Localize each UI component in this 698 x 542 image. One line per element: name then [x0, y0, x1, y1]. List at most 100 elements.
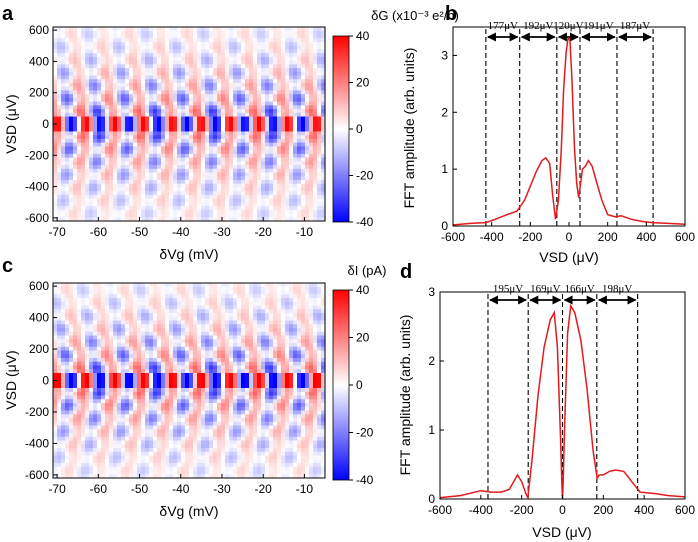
- heatmap-cell: [309, 217, 314, 222]
- heatmap-cell: [77, 157, 82, 162]
- heatmap-cell: [105, 90, 110, 95]
- heatmap-cell: [229, 183, 234, 189]
- heatmap-cell: [93, 75, 98, 80]
- heatmap-cell: [313, 49, 318, 54]
- heatmap-cell: [249, 209, 254, 215]
- heatmap-cell: [97, 365, 102, 370]
- heatmap-cell: [109, 309, 114, 314]
- heatmap-cell: [313, 150, 318, 155]
- colorbar-tick-label: 0: [356, 122, 363, 136]
- heatmap-cell: [297, 176, 302, 181]
- heatmap-cell: [81, 328, 86, 333]
- heatmap-cell: [121, 313, 126, 318]
- heatmap-cell: [281, 206, 286, 211]
- heatmap-cell: [185, 153, 190, 159]
- heatmap-cell: [237, 90, 242, 95]
- heatmap-cell: [221, 176, 226, 181]
- heatmap-cell: [229, 146, 234, 151]
- heatmap-cell: [181, 53, 186, 58]
- heatmap-cell: [217, 86, 222, 92]
- heatmap-cell: [165, 90, 170, 95]
- heatmap-cell: [121, 399, 126, 404]
- heatmap-cell: [309, 153, 314, 159]
- heatmap-cell: [229, 60, 234, 65]
- heatmap-cell: [317, 153, 322, 159]
- heatmap-cell: [201, 60, 206, 65]
- heatmap-cell: [85, 388, 90, 393]
- heatmap-cell: [149, 150, 154, 155]
- y-tick-label: 2: [441, 105, 448, 119]
- heatmap-cell: [153, 150, 158, 155]
- heatmap-cell: [133, 339, 138, 344]
- heatmap-cell: [313, 60, 318, 65]
- heatmap-cell: [229, 27, 234, 32]
- heatmap-cell: [85, 395, 90, 400]
- heatmap-cell: [61, 135, 66, 140]
- heatmap-cell: [121, 213, 126, 218]
- heatmap-cell: [101, 179, 106, 185]
- heatmap-cell: [285, 45, 290, 50]
- heatmap-cell: [65, 410, 70, 415]
- heatmap-cell: [273, 209, 278, 215]
- heatmap-cell: [53, 97, 58, 103]
- heatmap-cell: [169, 64, 174, 69]
- heatmap-cell: [73, 425, 78, 430]
- heatmap-cell: [145, 298, 150, 303]
- heatmap-cell: [301, 34, 306, 39]
- heatmap-cell: [149, 316, 154, 322]
- heatmap-cell: [209, 187, 214, 192]
- heatmap-cell: [53, 194, 58, 200]
- heatmap-cell: [145, 440, 150, 445]
- heatmap-cell: [65, 313, 70, 318]
- heatmap-cell: [169, 116, 174, 121]
- heatmap-cell: [57, 286, 62, 292]
- heatmap-cell: [137, 53, 142, 58]
- heatmap-cell: [85, 142, 90, 147]
- panel-c-letter: c: [2, 255, 13, 277]
- heatmap-cell: [233, 109, 238, 114]
- heatmap-cell: [281, 97, 286, 103]
- heatmap-cell: [277, 49, 282, 54]
- heatmap-cell: [141, 30, 146, 36]
- heatmap-cell: [189, 97, 194, 103]
- heatmap-cell: [137, 358, 142, 363]
- heatmap-cell: [69, 97, 74, 103]
- heatmap-cell: [85, 440, 90, 445]
- heatmap-cell: [117, 455, 122, 460]
- heatmap-cell: [149, 451, 154, 457]
- heatmap-cell: [301, 68, 306, 73]
- heatmap-cell: [297, 86, 302, 92]
- heatmap-cell: [125, 120, 130, 125]
- heatmap-cell: [197, 217, 202, 222]
- heatmap-cell: [133, 56, 138, 62]
- heatmap-cell: [221, 64, 226, 69]
- heatmap-cell: [113, 470, 118, 475]
- heatmap-cell: [149, 399, 154, 404]
- heatmap-cell: [205, 153, 210, 159]
- heatmap-cell: [153, 168, 158, 174]
- heatmap-cell: [261, 146, 266, 151]
- heatmap-cell: [81, 335, 86, 340]
- heatmap-cell: [273, 165, 278, 170]
- heatmap-cell: [213, 168, 218, 174]
- heatmap-cell: [137, 97, 142, 103]
- heatmap-cell: [161, 79, 166, 84]
- heatmap-cell: [161, 97, 166, 103]
- heatmap-cell: [121, 53, 126, 58]
- heatmap-cell: [77, 395, 82, 400]
- heatmap-cell: [273, 183, 278, 189]
- heatmap-cell: [165, 94, 170, 99]
- heatmap-cell: [77, 112, 82, 118]
- heatmap-cell: [193, 79, 198, 84]
- heatmap-cell: [293, 64, 298, 69]
- heatmap-cell: [249, 135, 254, 140]
- heatmap-cell: [253, 131, 258, 136]
- heatmap-cell: [229, 112, 234, 118]
- heatmap-cell: [125, 294, 130, 299]
- heatmap-cell: [93, 354, 98, 359]
- heatmap-cell: [117, 161, 122, 166]
- heatmap-cell: [173, 127, 178, 133]
- heatmap-cell: [81, 172, 86, 177]
- heatmap-cell: [321, 112, 326, 118]
- heatmap-cell: [73, 361, 78, 367]
